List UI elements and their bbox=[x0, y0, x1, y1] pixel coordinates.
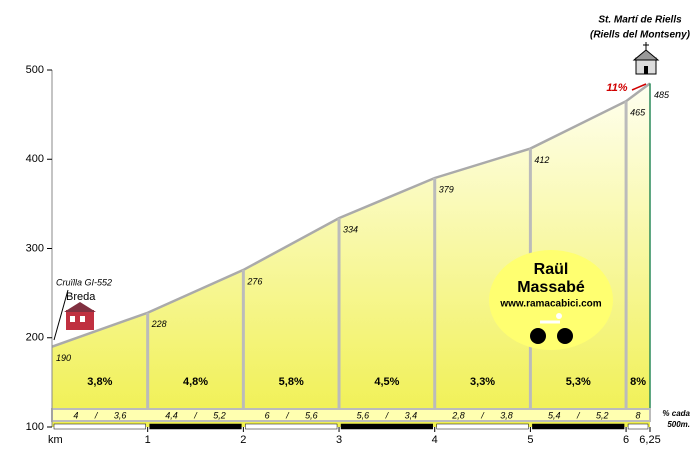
elevation-label: 276 bbox=[246, 276, 262, 286]
km-bar bbox=[245, 423, 338, 430]
gradient-label: 3,8% bbox=[87, 376, 112, 388]
title: St. Martí de Riells bbox=[598, 15, 682, 26]
half-km-label: 6 / 5,6 bbox=[265, 410, 318, 420]
start-label: Cruïlla GI-552 bbox=[56, 277, 112, 287]
area bbox=[52, 83, 650, 427]
km-bar bbox=[149, 423, 242, 430]
note: 500m. bbox=[667, 420, 690, 429]
km-bar bbox=[53, 423, 146, 430]
gradient-label: 8% bbox=[630, 376, 646, 388]
elevation-label: 485 bbox=[654, 90, 670, 100]
km-bar bbox=[627, 423, 649, 430]
gradient-label: 5,3% bbox=[566, 376, 591, 388]
elevation-label: 412 bbox=[534, 155, 549, 165]
elevation-label: 228 bbox=[151, 319, 167, 329]
logo-text: Raül bbox=[534, 261, 569, 278]
elevation-label: 190 bbox=[56, 353, 71, 363]
y-tick-label: 100 bbox=[26, 421, 44, 433]
note: % cada bbox=[662, 409, 690, 418]
half-km-label: 2,8 / 3,8 bbox=[451, 410, 513, 420]
arrow bbox=[631, 83, 647, 91]
pointer bbox=[53, 289, 69, 341]
profile-line bbox=[51, 82, 651, 348]
x-tick-label: 6 bbox=[623, 434, 629, 446]
logo bbox=[489, 250, 613, 350]
town-icon bbox=[64, 302, 96, 330]
km-bar bbox=[436, 423, 529, 430]
half-km-label: 5,4 / 5,2 bbox=[548, 410, 609, 420]
km-bar bbox=[532, 423, 625, 430]
gradient-label: 3,3% bbox=[470, 376, 495, 388]
x-tick-label: 3 bbox=[336, 434, 342, 446]
elevation-label: 379 bbox=[439, 184, 454, 194]
gradient-label: 5,8% bbox=[279, 376, 304, 388]
logo-text: www.ramacabici.com bbox=[499, 299, 601, 310]
gradient-label: 4,8% bbox=[183, 376, 208, 388]
x-tick-label: 6,25 bbox=[639, 434, 660, 446]
y-tick-label: 400 bbox=[26, 153, 44, 165]
gradient-label: 4,5% bbox=[374, 376, 399, 388]
x-tick-label: 2 bbox=[240, 434, 246, 446]
half-km-label: 4,4 / 5,2 bbox=[165, 410, 226, 420]
logo-text: Massabé bbox=[517, 279, 585, 296]
church-icon bbox=[632, 42, 660, 75]
km-bar bbox=[340, 423, 433, 430]
y-tick-label: 200 bbox=[26, 332, 44, 344]
elevation-label: 334 bbox=[343, 225, 358, 235]
max-gradient: 11% bbox=[606, 82, 627, 94]
x-tick-label: 4 bbox=[432, 434, 438, 446]
half-km-label: 5,6 / 3,4 bbox=[357, 410, 418, 420]
half-km-label: 4 / 3,6 bbox=[73, 410, 126, 420]
x-tick-label: 5 bbox=[527, 434, 533, 446]
subtitle: (Riells del Montseny) bbox=[590, 30, 691, 41]
x-tick-label: 1 bbox=[145, 434, 151, 446]
elevation-label: 465 bbox=[630, 108, 646, 118]
y-tick-label: 300 bbox=[26, 242, 44, 254]
start-label: Breda bbox=[66, 291, 96, 303]
y-tick-label: 500 bbox=[26, 64, 44, 76]
half-km-label: 8 bbox=[636, 410, 641, 420]
bike-icon bbox=[530, 313, 573, 344]
x-axis-label: km bbox=[48, 434, 63, 446]
